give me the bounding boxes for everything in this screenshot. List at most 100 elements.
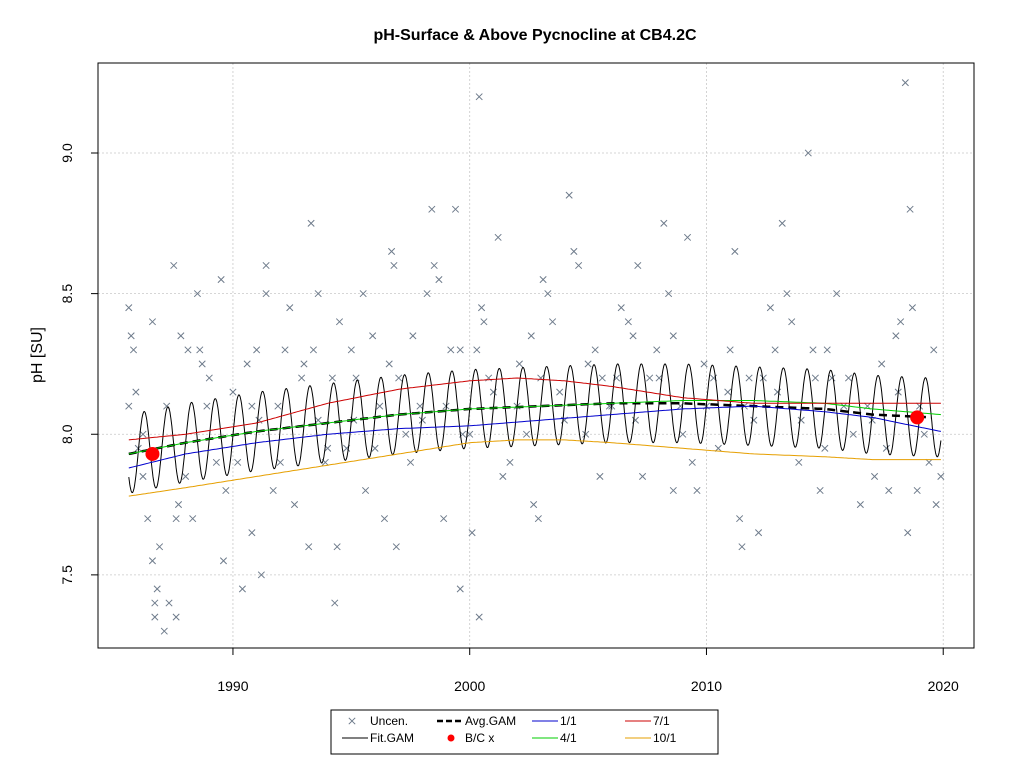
uncensored-point <box>475 93 483 101</box>
uncensored-point <box>369 332 377 340</box>
uncensored-point <box>409 332 417 340</box>
x-tick-label: 2000 <box>454 678 485 694</box>
uncensored-point <box>475 613 483 621</box>
uncensored-point <box>165 599 173 607</box>
uncensored-point <box>771 346 779 354</box>
uncensored-point <box>534 515 542 523</box>
uncensored-point <box>212 458 220 466</box>
uncensored-point <box>380 515 389 523</box>
uncensored-point <box>570 247 578 255</box>
x-tick-label: 2020 <box>928 678 959 694</box>
uncensored-point <box>901 79 909 87</box>
series-1-1 <box>128 405 941 469</box>
uncensored-point <box>203 402 211 410</box>
uncensored-point <box>290 501 299 509</box>
series-lines <box>128 377 941 497</box>
legend: Uncen. Fit.GAM Avg.GAM B/C x 1/1 4/1 7/1 10/1 <box>330 709 719 755</box>
legend-item-10-1: 10/1 <box>625 731 677 745</box>
plot-frame <box>97 62 975 649</box>
uncensored-point <box>257 571 265 579</box>
uncensored-point <box>556 388 564 396</box>
legend-item-b-c-x: B/C x <box>447 731 494 745</box>
legend-label: Fit.GAM <box>370 731 414 745</box>
uncensored-point <box>669 332 677 340</box>
uncensored-point <box>196 346 204 354</box>
uncensored-point <box>376 402 384 410</box>
legend-item-fit-gam: Fit.GAM <box>342 731 414 745</box>
uncensored-point <box>262 290 270 298</box>
uncensored-point <box>617 304 625 312</box>
uncensored-point <box>544 290 552 298</box>
uncensored-point <box>840 402 848 410</box>
uncensored-point <box>915 402 924 410</box>
uncensored-point <box>773 388 782 396</box>
uncensored-point <box>305 543 313 551</box>
uncensored-point <box>189 515 197 523</box>
legend-label: B/C x <box>465 731 494 745</box>
uncensored-point <box>906 205 914 213</box>
uncensored-point <box>731 247 739 255</box>
uncensored-point <box>184 346 192 354</box>
uncensored-point <box>693 486 701 495</box>
uncensored-point <box>198 360 206 368</box>
uncensored-point <box>416 402 424 410</box>
uncensored-point <box>638 472 647 480</box>
uncensored-point <box>309 346 318 354</box>
uncensored-point <box>833 290 841 298</box>
uncensored-point <box>160 627 168 635</box>
uncensored-point <box>281 346 289 354</box>
uncensored-point <box>331 599 339 607</box>
uncensored-point <box>629 332 637 340</box>
uncensored-point <box>148 557 157 565</box>
uncensored-point <box>217 276 225 284</box>
uncensored-point <box>683 233 692 241</box>
uncensored-point <box>494 233 502 241</box>
uncensored-point <box>596 472 604 480</box>
uncensored-point <box>388 247 396 255</box>
chart-title: pH-Surface & Above Pycnocline at CB4.2C <box>373 27 696 44</box>
uncensored-point <box>477 304 486 312</box>
uncensored-point <box>816 486 824 495</box>
uncensored-point <box>908 304 916 312</box>
uncensored-point <box>148 318 157 326</box>
uncensored-point <box>156 543 164 551</box>
uncensored-point <box>182 472 190 480</box>
y-tick-label: 7.5 <box>59 565 75 585</box>
uncensored-point <box>745 374 753 382</box>
uncensored-point <box>125 304 133 312</box>
uncensored-point <box>700 360 708 368</box>
uncensored-point <box>754 529 763 537</box>
uncensored-points <box>125 79 945 635</box>
uncensored-point <box>885 486 893 495</box>
uncensored-point <box>402 430 410 438</box>
grid <box>98 63 974 648</box>
uncensored-point <box>229 388 237 396</box>
uncensored-point <box>624 318 632 326</box>
uncensored-point <box>925 458 933 466</box>
uncensored-point <box>522 430 531 438</box>
legend-item-avg-gam: Avg.GAM <box>437 714 516 728</box>
uncensored-point <box>352 374 360 382</box>
x-tick-label: 1990 <box>217 678 248 694</box>
uncensored-point <box>253 346 261 354</box>
y-tick-label: 8.5 <box>59 284 75 304</box>
uncensored-point <box>646 374 654 382</box>
uncensored-point <box>844 374 853 382</box>
uncensored-point <box>724 388 732 396</box>
legend-label: 7/1 <box>653 714 670 728</box>
uncensored-point <box>778 219 786 227</box>
uncensored-point <box>451 205 460 213</box>
uncensored-point <box>736 515 744 523</box>
uncensored-point <box>222 486 230 495</box>
uncensored-point <box>132 388 140 396</box>
legend-symbol <box>348 717 356 725</box>
uncensored-point <box>435 276 443 284</box>
uncensored-point <box>804 149 812 157</box>
uncensored-point <box>269 486 277 495</box>
uncensored-point <box>920 430 928 438</box>
uncensored-point <box>193 290 201 298</box>
y-tick-label: 8.0 <box>59 424 75 444</box>
uncensored-point <box>797 416 805 424</box>
uncensored-point <box>144 515 152 523</box>
uncensored-point <box>795 458 803 466</box>
